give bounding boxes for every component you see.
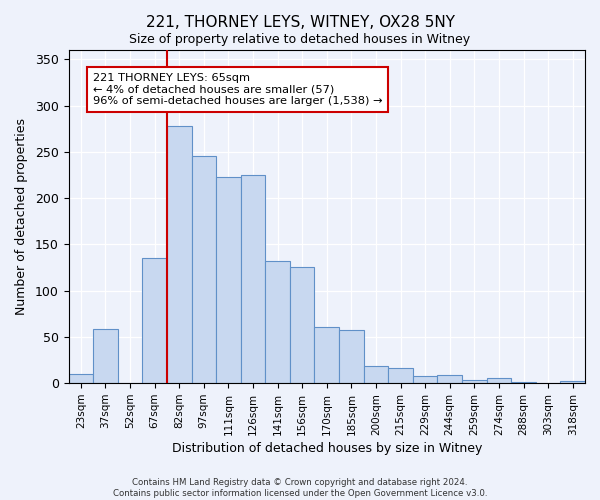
Bar [364,366,388,383]
Bar [487,378,511,383]
Text: 221, THORNEY LEYS, WITNEY, OX28 5NY: 221, THORNEY LEYS, WITNEY, OX28 5NY [146,15,455,30]
Text: Size of property relative to detached houses in Witney: Size of property relative to detached ho… [130,32,470,46]
Bar [68,374,93,383]
Bar [462,380,487,383]
Bar [93,328,118,383]
X-axis label: Distribution of detached houses by size in Witney: Distribution of detached houses by size … [172,442,482,455]
Bar [216,177,241,383]
Bar [437,375,462,383]
Bar [167,126,191,383]
Text: Contains HM Land Registry data © Crown copyright and database right 2024.
Contai: Contains HM Land Registry data © Crown c… [113,478,487,498]
Bar [314,326,339,383]
Y-axis label: Number of detached properties: Number of detached properties [15,118,28,315]
Bar [241,175,265,383]
Bar [191,156,216,383]
Bar [265,261,290,383]
Bar [560,382,585,383]
Bar [388,368,413,383]
Text: 221 THORNEY LEYS: 65sqm
← 4% of detached houses are smaller (57)
96% of semi-det: 221 THORNEY LEYS: 65sqm ← 4% of detached… [93,73,383,106]
Bar [339,330,364,383]
Bar [511,382,536,383]
Bar [142,258,167,383]
Bar [413,376,437,383]
Bar [290,266,314,383]
